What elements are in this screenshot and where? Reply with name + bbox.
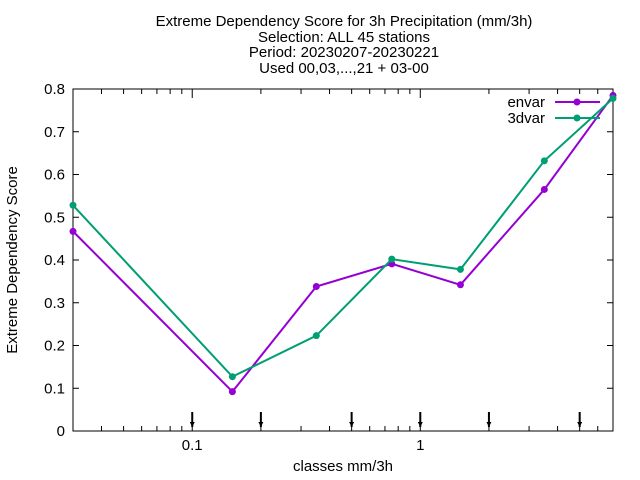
series-line-envar [72,94,614,394]
series-3dvar [69,94,617,381]
y-tick-label: 0.7 [44,124,65,141]
legend-item-envar: envar [507,94,600,111]
data-point-3dvar [456,265,464,273]
data-point-3dvar [69,201,77,209]
legend-label: envar [507,94,545,111]
y-tick-label: 0.3 [44,295,65,312]
threshold-marker [349,412,355,427]
data-point-envar [69,227,77,235]
data-point-envar [228,388,236,396]
data-point-envar [540,185,548,193]
data-point-3dvar [540,157,548,165]
legend-item-3dvar: 3dvar [507,110,600,127]
threshold-marker [417,412,423,427]
y-tick-label: 0 [57,423,65,440]
threshold-marker [486,412,492,427]
data-point-envar [312,283,320,291]
y-axis: 0 0.1 0.2 0.3 0.4 0.5 0.6 0.7 0.8 [44,81,613,440]
x-tick-label: 0.1 [182,437,203,454]
title-line-2: Selection: ALL 45 stations [258,29,430,46]
y-tick-label: 0.8 [44,81,65,98]
y-tick-label: 0.1 [44,380,65,397]
legend-swatch-point [573,98,581,106]
title-line-3: Period: 20230207-20230221 [249,44,439,61]
y-tick-label: 0.4 [44,252,65,269]
x-axis-label: classes mm/3h [293,458,393,475]
threshold-marker [577,412,583,427]
data-point-3dvar [312,332,320,340]
plot-frame [72,88,614,432]
title-line-4: Used 00,03,...,21 + 03-00 [259,60,429,77]
data-point-envar [456,281,464,289]
legend-label: 3dvar [507,110,545,127]
x-axis: 0.1 1 [72,89,614,454]
y-tick-label: 0.5 [44,209,65,226]
title-line-1: Extreme Dependency Score for 3h Precipit… [156,13,533,30]
y-axis-label: Extreme Dependency Score [4,166,21,354]
data-point-3dvar [609,94,617,102]
data-point-3dvar [388,255,396,263]
chart-title: Extreme Dependency Score for 3h Precipit… [156,13,533,77]
data-point-3dvar [228,373,236,381]
y-tick-label: 0.2 [44,338,65,355]
series-line-3dvar [72,97,614,378]
threshold-marker [258,412,264,427]
legend-swatch-point [573,114,581,122]
series-envar [69,91,617,396]
threshold-marker [189,412,195,427]
threshold-markers [189,412,583,427]
x-tick-label: 1 [416,437,424,454]
y-tick-label: 0.6 [44,167,65,184]
series-layer [69,91,617,396]
